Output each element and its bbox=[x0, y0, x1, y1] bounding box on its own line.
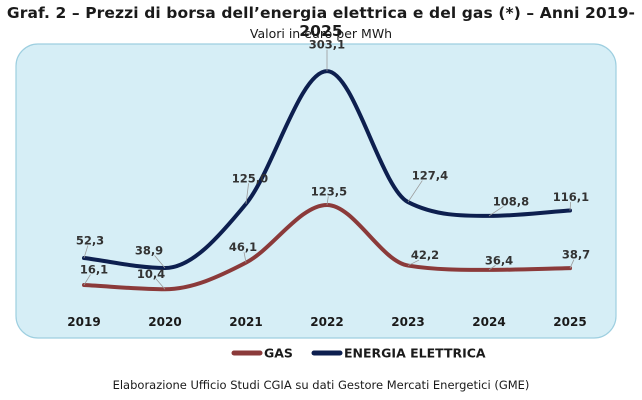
leader-line bbox=[326, 196, 329, 206]
data-label-gas: 36,4 bbox=[485, 253, 513, 267]
leader-line bbox=[243, 252, 247, 263]
data-label-gas: 123,5 bbox=[311, 184, 347, 198]
leader-line bbox=[155, 278, 166, 290]
legend-label-energia-elettrica: ENERGIA ELETTRICA bbox=[344, 346, 486, 361]
leader-line bbox=[154, 255, 166, 269]
data-label-energia-elettrica: 125,0 bbox=[232, 171, 268, 185]
leader-line bbox=[245, 183, 249, 204]
leader-line bbox=[569, 259, 575, 269]
data-label-gas: 38,7 bbox=[562, 248, 590, 262]
source-note: Elaborazione Ufficio Studi CGIA su dati … bbox=[112, 378, 530, 392]
leader-line bbox=[83, 274, 91, 286]
data-label-gas: 42,2 bbox=[411, 248, 439, 262]
data-label-gas: 10,4 bbox=[137, 267, 165, 281]
leader-line bbox=[407, 180, 423, 203]
data-label-gas: 16,1 bbox=[80, 263, 108, 277]
plot-background bbox=[15, 43, 617, 339]
leader-line bbox=[83, 245, 89, 259]
x-tick-label: 2019 bbox=[67, 315, 100, 329]
x-tick-label: 2020 bbox=[148, 315, 181, 329]
leader-line bbox=[488, 206, 504, 217]
data-label-energia-elettrica: 38,9 bbox=[135, 244, 163, 258]
x-tick-label: 2023 bbox=[391, 315, 424, 329]
data-label-energia-elettrica: 303,1 bbox=[309, 38, 345, 52]
leader-line bbox=[407, 259, 420, 266]
leader-line bbox=[488, 265, 496, 271]
leader-line bbox=[569, 201, 572, 211]
data-label-energia-elettrica: 116,1 bbox=[553, 190, 589, 204]
chart-subtitle: Valori in euro per MWh bbox=[249, 26, 393, 41]
data-label-gas: 46,1 bbox=[229, 240, 257, 254]
x-tick-label: 2022 bbox=[310, 315, 343, 329]
data-label-energia-elettrica: 127,4 bbox=[412, 169, 448, 183]
legend-label-gas: GAS bbox=[264, 346, 293, 361]
x-tick-label: 2021 bbox=[229, 315, 262, 329]
chart-title: Graf. 2 – Prezzi di borsa dell’energia e… bbox=[6, 4, 636, 40]
x-tick-label: 2024 bbox=[472, 315, 505, 329]
x-tick-label: 2025 bbox=[553, 315, 586, 329]
data-label-energia-elettrica: 108,8 bbox=[493, 194, 529, 208]
data-label-energia-elettrica: 52,3 bbox=[76, 234, 104, 248]
